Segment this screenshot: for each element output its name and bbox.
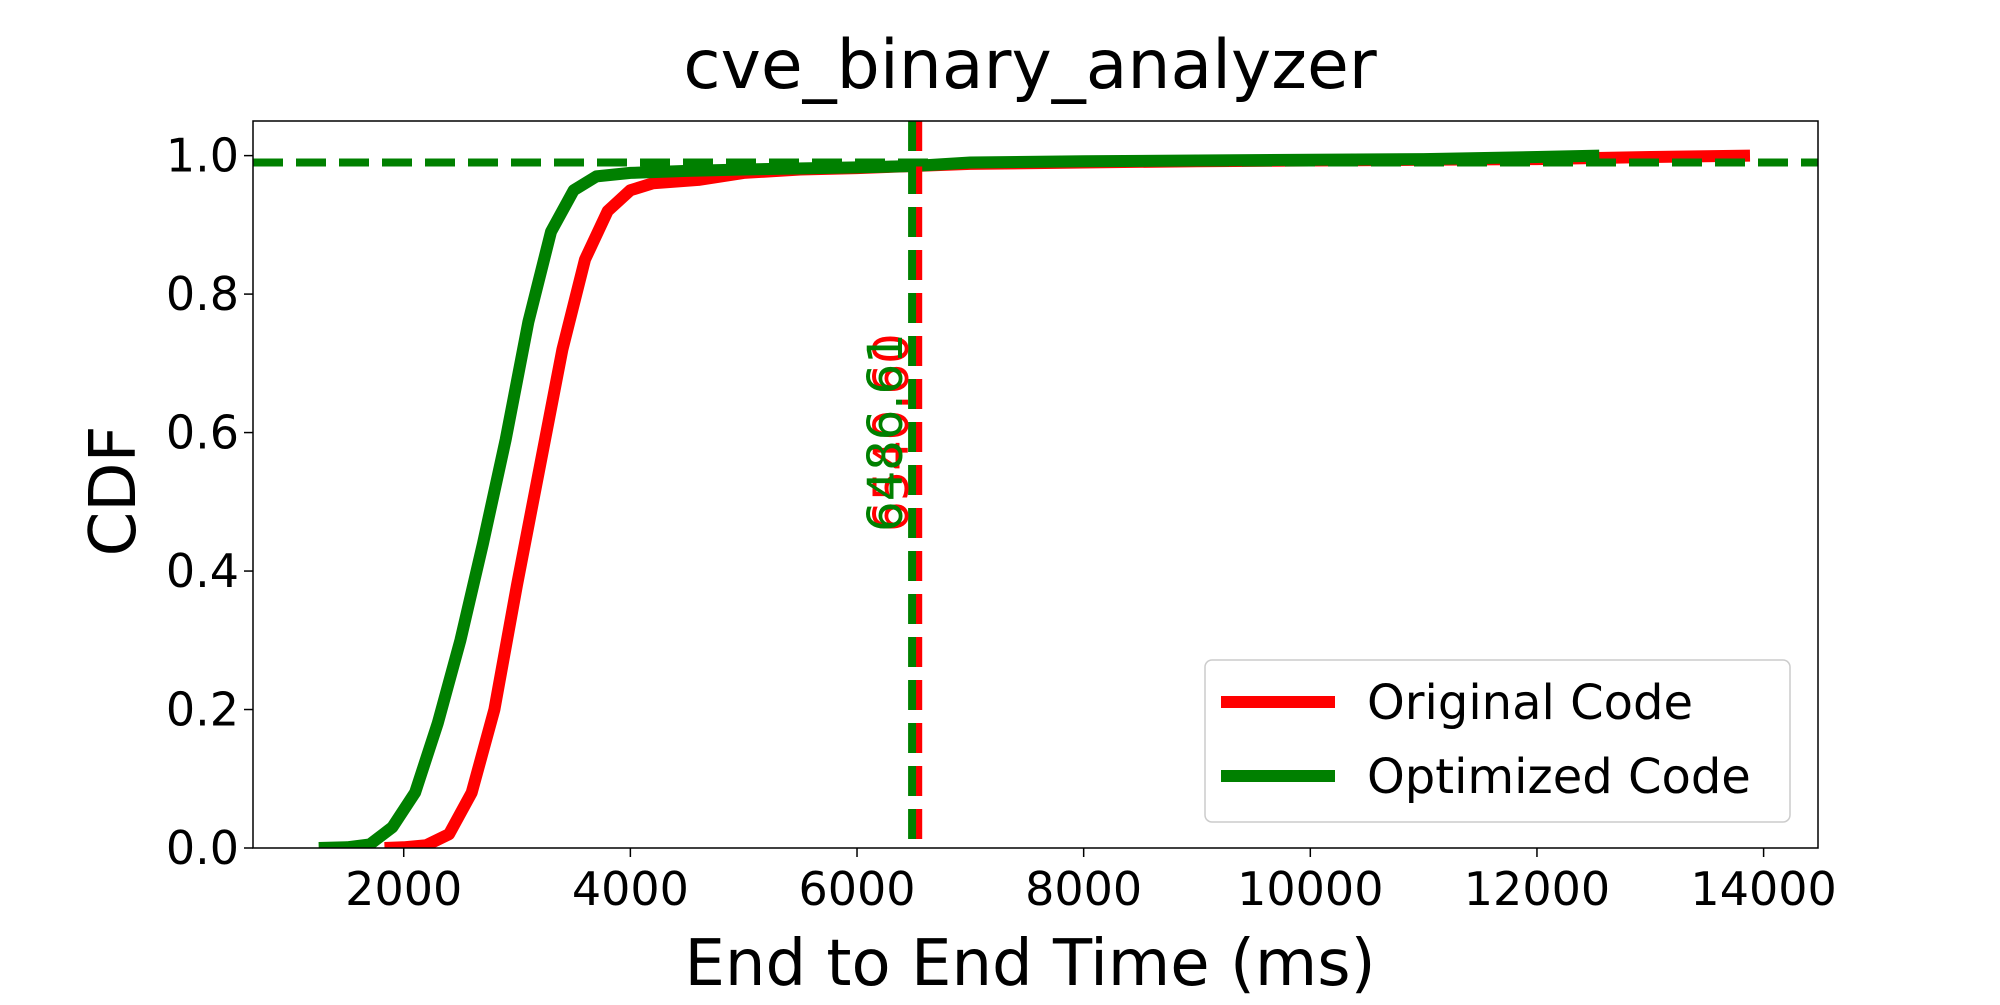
y-tick-label: 1.0 (166, 129, 239, 183)
y-tick-label: 0.8 (166, 267, 239, 321)
legend-label: Optimized Code (1367, 749, 1751, 805)
x-tick-label: 10000 (1237, 862, 1383, 916)
y-axis-label: CDF (77, 426, 151, 557)
y-tick-label: 0.0 (166, 821, 239, 875)
reference-annotation-1: 6540.60 (864, 333, 920, 531)
plot-content (253, 121, 1818, 848)
x-tick-label: 4000 (572, 862, 689, 916)
x-tick-label: 2000 (345, 862, 462, 916)
chart-title: cve_binary_analyzer (683, 26, 1377, 105)
x-tick-label: 6000 (798, 862, 915, 916)
x-tick-label: 8000 (1025, 862, 1142, 916)
y-tick-label: 0.2 (166, 683, 239, 737)
y-tick-label: 0.6 (166, 406, 239, 460)
plot-frame (252, 120, 1819, 849)
reference-annotation-2: 6486.61 (858, 333, 914, 531)
series-line-optimized-code (318, 149, 1600, 848)
x-tick-label: 14000 (1690, 862, 1836, 916)
y-tick-label: 0.4 (166, 544, 239, 598)
x-tick-label: 12000 (1464, 862, 1610, 916)
x-axis-label: End to End Time (ms) (684, 927, 1375, 1000)
legend-label: Original Code (1367, 675, 1693, 731)
legend-box (1204, 659, 1791, 823)
